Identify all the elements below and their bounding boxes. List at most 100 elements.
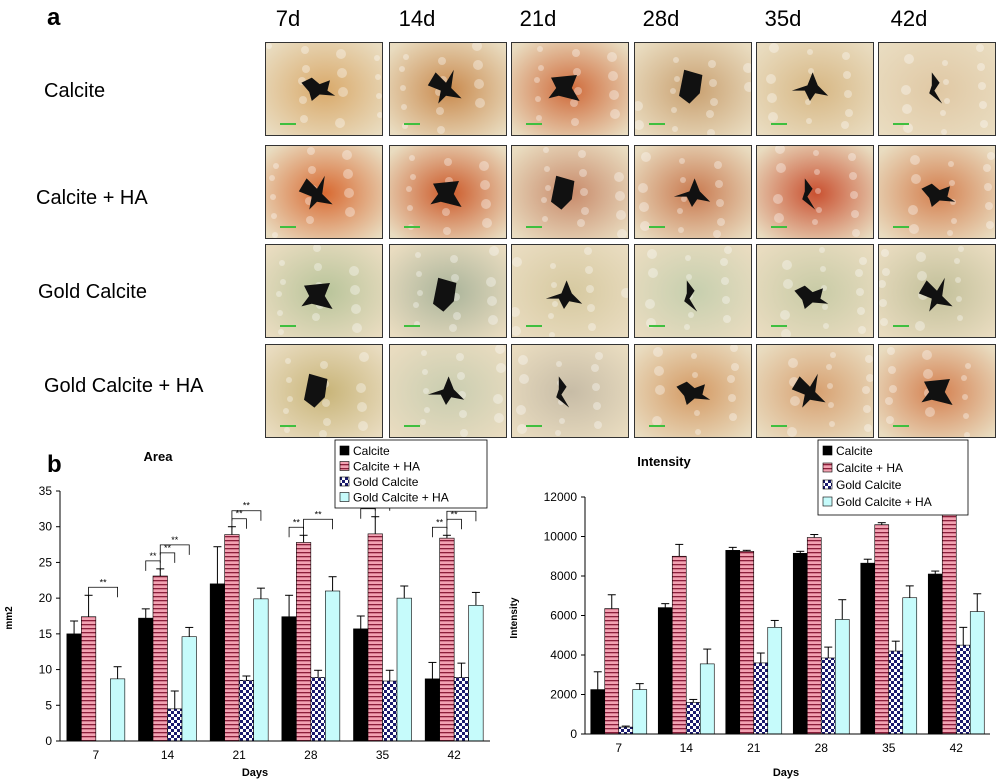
micrograph-tile xyxy=(878,344,996,438)
bar-calcite-ha xyxy=(874,524,890,735)
bar-calcite-ha xyxy=(81,616,97,742)
panel-b-letter: b xyxy=(47,451,62,478)
bar-calcite xyxy=(424,678,440,742)
bar-gold-calcite xyxy=(167,708,183,742)
legend-label: Gold Calcite xyxy=(353,475,419,489)
bar-gold-calcite xyxy=(820,657,836,735)
significance-label: ** xyxy=(451,509,459,519)
bar-gold-calcite-ha xyxy=(699,663,715,735)
significance-label: ** xyxy=(164,543,172,553)
legend-label: Calcite + HA xyxy=(836,461,903,475)
significance-label: ** xyxy=(315,509,323,519)
legend-swatch xyxy=(339,445,350,456)
bar-gold-calcite-ha xyxy=(767,627,783,735)
micrograph-tile xyxy=(756,42,874,136)
panel-a-letter: a xyxy=(47,4,61,31)
y-tick-label: 25 xyxy=(39,555,53,569)
micrograph-tile xyxy=(634,244,752,338)
legend-label: Gold Calcite + HA xyxy=(353,491,449,505)
y-tick-label: 6000 xyxy=(550,609,577,623)
y-tick-label: 0 xyxy=(570,727,577,741)
bar-gold-calcite-ha xyxy=(902,597,918,735)
y-tick-label: 5 xyxy=(45,698,52,712)
y-tick-label: 20 xyxy=(39,591,53,605)
bar-gold-calcite xyxy=(310,677,326,742)
x-tick-label: 21 xyxy=(232,748,246,762)
bar-calcite xyxy=(860,562,876,735)
micrograph-tile xyxy=(265,344,383,438)
bar-gold-calcite xyxy=(453,677,469,742)
bar-gold-calcite xyxy=(888,650,904,735)
bar-gold-calcite xyxy=(955,644,971,735)
legend-swatch xyxy=(822,445,833,456)
bar-gold-calcite xyxy=(618,726,634,735)
micrograph-tile xyxy=(634,42,752,136)
bar-gold-calcite-ha xyxy=(396,597,412,742)
bar-calcite xyxy=(792,552,808,735)
x-tick-label: 42 xyxy=(447,748,461,762)
x-tick-label: 35 xyxy=(376,748,390,762)
bar-calcite-ha xyxy=(224,534,240,742)
y-tick-label: 10 xyxy=(39,663,53,677)
x-tick-label: 28 xyxy=(815,741,829,755)
micrograph-tile xyxy=(756,145,874,239)
intensity-chart-ylabel: Intensity xyxy=(509,597,520,639)
y-tick-label: 4000 xyxy=(550,648,577,662)
panel-a-image-grid: a 7d 14d 21d 28d 35d 42d Calcite Calcite… xyxy=(36,4,996,438)
micrograph-tile xyxy=(265,42,383,136)
legend-label: Gold Calcite + HA xyxy=(836,495,932,509)
bar-gold-calcite xyxy=(238,679,254,742)
micrograph-tile xyxy=(265,244,383,338)
x-tick-label: 7 xyxy=(92,748,99,762)
bar-calcite-ha xyxy=(941,514,957,735)
x-tick-label: 14 xyxy=(680,741,694,755)
significance-bracket xyxy=(231,510,262,521)
micrograph-tile xyxy=(389,244,507,338)
micrograph-tile xyxy=(265,145,383,239)
micrograph-tile xyxy=(878,42,996,136)
y-tick-label: 2000 xyxy=(550,688,577,702)
bar-calcite-ha xyxy=(671,555,687,735)
significance-bracket xyxy=(446,510,477,522)
intensity-chart-xlabel: Days xyxy=(773,767,799,779)
bar-calcite-ha xyxy=(806,537,822,735)
x-tick-label: 35 xyxy=(882,741,896,755)
bar-calcite xyxy=(657,607,673,735)
significance-bracket xyxy=(288,526,304,538)
legend-swatch xyxy=(339,492,350,502)
micrograph-tile xyxy=(878,145,996,239)
micrograph-tile xyxy=(389,145,507,239)
micrograph-tile xyxy=(878,244,996,338)
x-tick-label: 14 xyxy=(161,748,175,762)
significance-label: ** xyxy=(436,517,444,527)
bar-calcite xyxy=(281,616,297,742)
micrograph-tile xyxy=(756,344,874,438)
bar-calcite xyxy=(353,628,369,742)
legend-swatch xyxy=(339,476,350,487)
significance-label: ** xyxy=(100,577,108,587)
area-chart: Area Days mm2 0 5 10 15 20 25 30 35 7 14 21 28 35 42… xyxy=(4,439,490,779)
bar-calcite-ha xyxy=(152,575,168,742)
bar-gold-calcite-ha xyxy=(632,689,648,735)
y-tick-label: 15 xyxy=(39,627,53,641)
significance-bracket xyxy=(159,544,190,555)
significance-label: ** xyxy=(243,501,251,511)
area-chart-xlabel: Days xyxy=(242,767,268,779)
legend-swatch xyxy=(822,496,833,507)
significance-label: ** xyxy=(171,535,179,545)
bar-calcite-ha xyxy=(439,537,455,742)
bar-gold-calcite-ha xyxy=(325,590,341,742)
micrograph-tile xyxy=(756,244,874,338)
bar-gold-calcite-ha xyxy=(181,636,197,742)
intensity-chart-title: Intensity xyxy=(637,454,691,469)
day-label-21d: 21d xyxy=(519,6,557,31)
significance-bracket xyxy=(88,586,118,598)
bar-calcite-ha xyxy=(296,542,312,742)
bar-gold-calcite-ha xyxy=(468,604,484,742)
bar-calcite xyxy=(927,573,943,735)
significance-bracket xyxy=(446,518,462,530)
significance-bracket xyxy=(145,560,161,571)
bar-gold-calcite-ha xyxy=(834,619,850,735)
